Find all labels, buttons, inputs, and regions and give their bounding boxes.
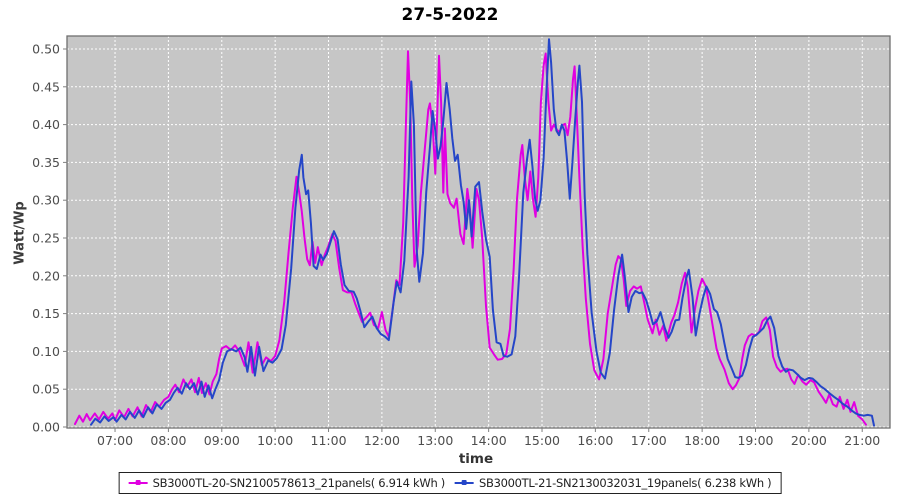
y-tick-label: 0.45 bbox=[32, 79, 60, 94]
plot-border bbox=[66, 35, 891, 429]
x-tick-label: 16:00 bbox=[577, 433, 613, 448]
legend-entry-series-0: SB3000TL-20-SN2100578613_21panels( 6.914… bbox=[128, 476, 446, 490]
x-tick-label: 15:00 bbox=[524, 433, 560, 448]
plot-area bbox=[67, 36, 890, 428]
series-1-dot-marker bbox=[462, 480, 467, 485]
y-tick-label: 0.20 bbox=[32, 268, 60, 283]
x-tick-label: 13:00 bbox=[417, 433, 453, 448]
x-tick-label: 09:00 bbox=[204, 433, 240, 448]
y-tick-label: 0.00 bbox=[32, 420, 60, 435]
chart-title: 27-5-2022 bbox=[401, 5, 499, 25]
series-1-line-marker bbox=[455, 480, 474, 485]
x-tick-label: 17:00 bbox=[631, 433, 667, 448]
series-line-0 bbox=[74, 50, 867, 426]
x-tick-label: 10:00 bbox=[257, 433, 293, 448]
x-tick-label: 11:00 bbox=[311, 433, 347, 448]
y-tick-label: 0.35 bbox=[32, 155, 60, 170]
x-tick-label: 08:00 bbox=[150, 433, 186, 448]
x-tick-label: 19:00 bbox=[737, 433, 773, 448]
y-tick-label: 0.50 bbox=[32, 42, 60, 57]
y-tick-label: 0.05 bbox=[32, 382, 60, 397]
legend-label-series-0: SB3000TL-20-SN2100578613_21panels( 6.914… bbox=[152, 476, 446, 490]
x-tick-label: 20:00 bbox=[791, 433, 827, 448]
x-tick-label: 12:00 bbox=[364, 433, 400, 448]
y-tick-label: 0.10 bbox=[32, 344, 60, 359]
x-axis-label: time bbox=[458, 451, 494, 467]
x-tick-label: 14:00 bbox=[471, 433, 507, 448]
series-0-line-marker bbox=[128, 480, 148, 485]
x-tick-label: 21:00 bbox=[844, 433, 880, 448]
chart-canvas: 07:00 08:00 09:00 10:00 11:00 12:00 13:00 14:00… bbox=[32, 35, 891, 448]
y-tick-label: 0.30 bbox=[32, 193, 60, 208]
legend-entry-series-1: SB3000TL-21-SN2130032031_19panels( 6.238… bbox=[455, 476, 772, 490]
legend: SB3000TL-20-SN2100578613_21panels( 6.914… bbox=[118, 472, 782, 494]
series-0-dot-marker bbox=[135, 480, 141, 485]
legend-label-series-1: SB3000TL-21-SN2130032031_19panels( 6.238… bbox=[479, 476, 772, 490]
series-line-1 bbox=[90, 38, 875, 427]
x-tick-label: 07:00 bbox=[97, 433, 133, 448]
y-tick-label: 0.40 bbox=[32, 117, 60, 132]
y-tick-label: 0.15 bbox=[32, 306, 60, 321]
y-tick-label: 0.25 bbox=[32, 231, 60, 246]
x-tick-label: 18:00 bbox=[684, 433, 720, 448]
